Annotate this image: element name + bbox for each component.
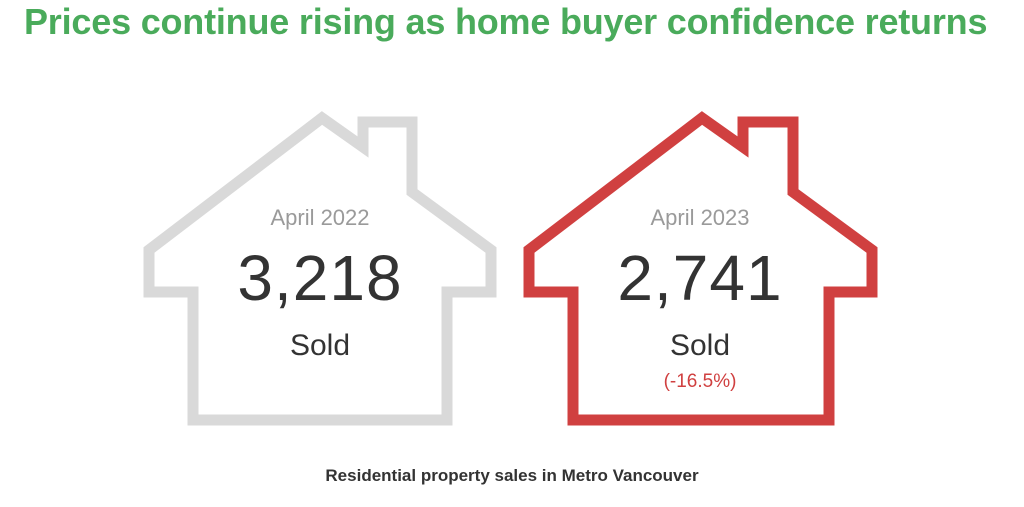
card-count: 2,741 — [617, 242, 783, 314]
card-period: April 2022 — [270, 205, 370, 230]
headline: Prices continue rising as home buyer con… — [24, 1, 988, 42]
card-2022: April 2022 3,218 Sold — [200, 204, 440, 364]
caption: Residential property sales in Metro Vanc… — [325, 466, 699, 485]
card-period: April 2023 — [650, 205, 750, 230]
house-outline-icon-2023 — [523, 111, 878, 426]
card-2023: April 2023 2,741 Sold (-16.5%) — [580, 204, 820, 394]
card-label: Sold — [289, 329, 351, 362]
card-count: 3,218 — [237, 242, 403, 314]
card-change: (-16.5%) — [663, 371, 737, 392]
card-label: Sold — [669, 329, 731, 362]
house-outline-icon-2022 — [143, 111, 497, 426]
